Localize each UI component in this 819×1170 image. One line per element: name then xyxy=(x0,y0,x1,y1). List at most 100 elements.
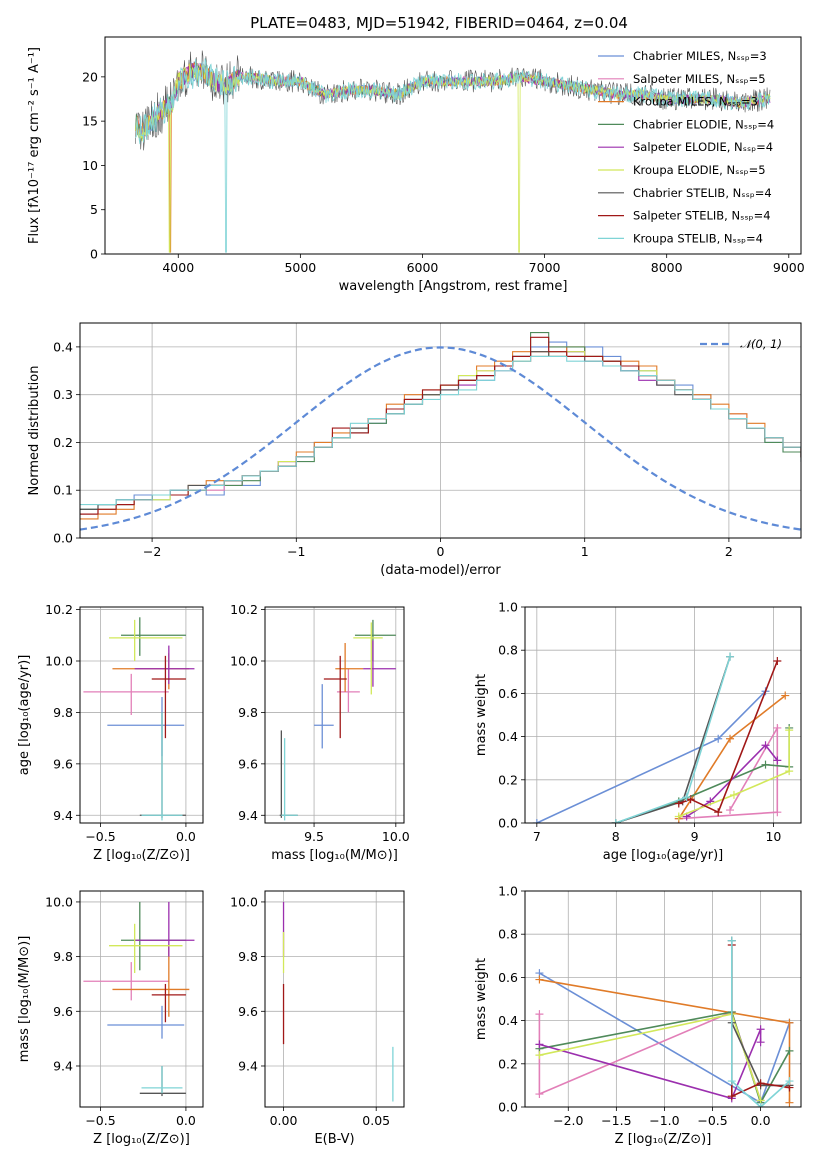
axes-frame xyxy=(104,36,802,255)
normal-reference-curve xyxy=(80,346,801,531)
y-axis-label: mass weight xyxy=(474,674,489,756)
axes-frame xyxy=(79,606,204,824)
spectrum-panel: 4000 5000 6000 7000 8000 9000 0 5 10 15 20 waveleng… xyxy=(27,14,805,294)
axes-frame xyxy=(79,322,802,539)
weight-marker xyxy=(756,1103,765,1107)
x-tick-label: 8 xyxy=(612,829,620,844)
mass-weight-vs-age-panel: 7 8 9 10 0.0 0.2 0.4 0.6 0.8 1.0 age [log₁₀(age/yr… xyxy=(474,600,802,863)
y-tick-label: 10.0 xyxy=(45,654,73,669)
y-tick-label: 10.2 xyxy=(45,602,73,617)
weight-marker xyxy=(785,1018,794,1027)
x-tick-label: −1.0 xyxy=(649,1113,679,1128)
weight-marker xyxy=(535,1090,544,1099)
weight-marker xyxy=(726,806,735,815)
histogram-step xyxy=(80,355,801,506)
mass-vs-metallicity-panel: −0.5 0.0 9.4 9.6 9.8 10.0 Z [log₁₀(Z/Z⊙)] mass … xyxy=(17,890,204,1147)
x-tick-label: 0.0 xyxy=(751,1113,771,1128)
x-tick-label: 8000 xyxy=(651,260,683,275)
axes-frame xyxy=(79,890,204,1108)
x-tick-label: 7000 xyxy=(529,260,561,275)
chart-title: PLATE=0483, MJD=51942, FIBERID=0464, z=0… xyxy=(250,14,628,32)
x-tick-label: 1 xyxy=(581,544,589,559)
weight-marker xyxy=(727,1092,736,1101)
plot-area xyxy=(83,901,195,1097)
legend-entry: Salpeter ELODIE, Nₛₛₚ=4 xyxy=(633,140,773,154)
x-tick-label: 9 xyxy=(691,829,699,844)
weight-marker xyxy=(726,734,735,743)
x-axis-label: Z [log₁₀(Z/Z⊙)] xyxy=(615,1132,712,1147)
legend-entry: 𝒩(0, 1) xyxy=(740,337,782,351)
axes-frame xyxy=(524,890,802,1108)
x-tick-label: 4000 xyxy=(162,260,194,275)
axes-frame xyxy=(264,606,405,824)
x-tick-label: −2.0 xyxy=(553,1113,583,1128)
y-tick-label: 0.0 xyxy=(53,531,73,546)
y-tick-label: 10.2 xyxy=(230,602,258,617)
plot-area xyxy=(282,901,394,1102)
x-axis-label: mass [log₁₀(M/M⊙)] xyxy=(271,848,398,863)
x-tick-label: −2 xyxy=(143,544,161,559)
weight-marker xyxy=(535,1040,544,1049)
legend-entry: Kroupa STELIB, Nₛₛₚ=4 xyxy=(633,231,763,245)
plot-area xyxy=(135,50,771,253)
x-tick-label: 0 xyxy=(437,544,445,559)
y-tick-label: 9.8 xyxy=(53,705,73,720)
x-axis-label: Z [log₁₀(Z/Z⊙)] xyxy=(93,1132,190,1147)
y-axis-label: Normed distribution xyxy=(27,366,42,496)
x-tick-label: 0.0 xyxy=(176,1113,196,1128)
weight-marker xyxy=(773,723,782,732)
y-tick-label: 0.2 xyxy=(53,435,73,450)
y-tick-label: 0.3 xyxy=(53,387,73,402)
plot-area xyxy=(83,617,195,821)
spectrum-line xyxy=(135,58,771,253)
x-tick-label: 2 xyxy=(725,544,733,559)
legend-entry: Chabrier ELODIE, Nₛₛₚ=4 xyxy=(633,117,774,131)
y-tick-label: 9.8 xyxy=(238,949,258,964)
y-axis-label: Flux [fλ10⁻¹⁷ erg cm⁻² s⁻¹ A⁻¹] xyxy=(27,47,42,244)
y-tick-label: 0.1 xyxy=(53,483,73,498)
weight-marker xyxy=(785,1098,794,1107)
y-tick-label: 10.0 xyxy=(230,654,258,669)
weight-marker xyxy=(761,760,770,769)
y-tick-label: 0.2 xyxy=(498,772,518,787)
weight-line xyxy=(731,940,791,1107)
y-tick-label: 9.6 xyxy=(53,756,73,771)
weight-marker xyxy=(674,799,683,808)
plot-area xyxy=(535,936,794,1107)
x-tick-label: 0.05 xyxy=(362,1113,390,1128)
weight-line xyxy=(678,730,790,818)
age-vs-metallicity-panel: −0.5 0.0 9.4 9.6 9.8 10.0 10.2 Z [log₁₀(Z/Z⊙)] a… xyxy=(17,602,204,863)
x-tick-label: 0.0 xyxy=(176,829,196,844)
axes-frame xyxy=(524,606,802,824)
weight-marker xyxy=(714,808,723,817)
x-tick-label: 0.00 xyxy=(270,1113,298,1128)
weight-marker xyxy=(727,1077,736,1086)
x-tick-label: −0.5 xyxy=(85,1113,115,1128)
weight-line xyxy=(678,660,779,814)
y-tick-label: 0.4 xyxy=(53,339,73,354)
y-tick-label: 0.6 xyxy=(498,686,518,701)
y-tick-label: 20 xyxy=(82,69,98,84)
y-tick-label: 0 xyxy=(90,247,98,262)
x-tick-label: −0.5 xyxy=(85,829,115,844)
x-axis-label: age [log₁₀(age/yr)] xyxy=(603,848,724,863)
weight-marker xyxy=(532,819,541,823)
weight-marker xyxy=(785,726,794,735)
y-tick-label: 9.8 xyxy=(53,949,73,964)
weight-marker xyxy=(611,819,620,823)
x-tick-label: 10 xyxy=(765,829,781,844)
y-axis-label: mass [log₁₀(M/M⊙)] xyxy=(17,936,32,1063)
weight-marker xyxy=(773,808,782,817)
weight-marker xyxy=(535,975,544,984)
legend-entry: Chabrier STELIB, Nₛₛₚ=4 xyxy=(633,186,772,200)
weight-marker xyxy=(785,1046,794,1055)
weight-marker xyxy=(756,1038,765,1047)
y-tick-label: 9.4 xyxy=(238,1058,258,1073)
x-tick-label: 10.0 xyxy=(382,829,410,844)
y-tick-label: 1.0 xyxy=(498,600,518,615)
y-tick-label: 0.0 xyxy=(498,1100,518,1115)
weight-marker xyxy=(674,812,683,821)
legend-entry: Chabrier MILES, Nₛₛₚ=3 xyxy=(633,49,767,63)
